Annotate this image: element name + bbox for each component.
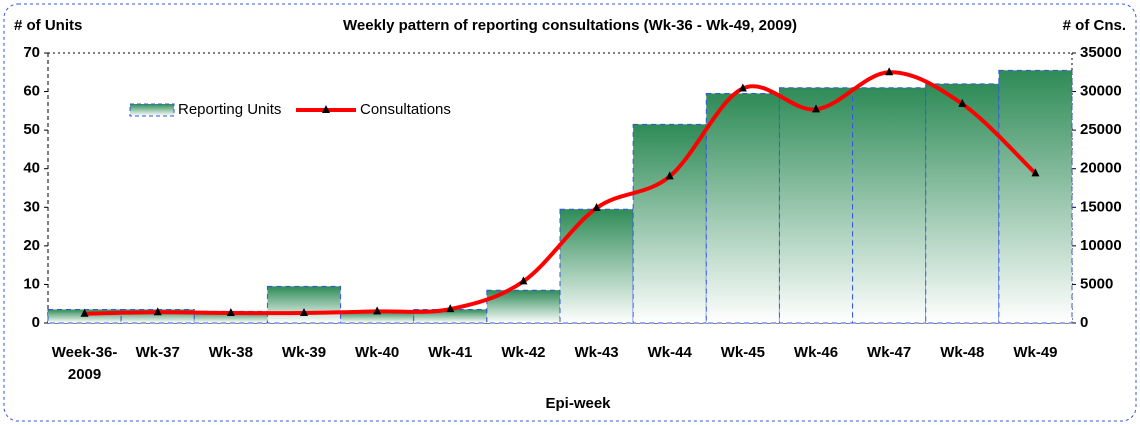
x-tick-label: Week-36-2009: [51, 344, 118, 383]
legend-swatch: [129, 103, 175, 117]
marker: [885, 67, 894, 76]
bar: [705, 93, 780, 324]
y-tick-label: 70: [23, 44, 40, 61]
x-tick-label: Wk-42: [501, 344, 546, 361]
y2-tick-label: 5000: [1080, 275, 1113, 292]
chart-title: Weekly pattern of reporting consultation…: [343, 17, 797, 34]
y2-tick-label: 0: [1080, 314, 1088, 331]
marker: [300, 307, 308, 316]
y2-axis-title: # of Cns.: [1063, 17, 1126, 34]
marker: [373, 306, 382, 315]
bar: [632, 123, 707, 324]
marker: [958, 98, 967, 107]
y2-tick-label: 15000: [1080, 198, 1122, 215]
marker: [153, 307, 162, 316]
y-tick-label: 30: [23, 198, 40, 215]
x-tick-label: Wk-37: [135, 344, 180, 361]
x-axis-title: Epi-week: [545, 395, 611, 412]
x-tick-label: Wk-46: [793, 344, 839, 361]
marker: [592, 203, 601, 212]
x-tick-label: Wk-38: [208, 344, 253, 361]
y2-tick-label: 20000: [1080, 160, 1122, 177]
marker: [519, 276, 528, 285]
bar: [778, 87, 854, 324]
bar: [925, 83, 1000, 324]
marker: [665, 171, 674, 180]
legend-marker: [322, 105, 330, 113]
bar: [266, 285, 342, 324]
y2-tick-label: 10000: [1080, 237, 1122, 254]
y-tick-label: 40: [23, 160, 40, 177]
y-tick-label: 50: [23, 121, 40, 138]
x-tick-label: Wk-49: [1013, 344, 1058, 361]
bar: [998, 69, 1073, 324]
x-tick-label: Wk-48: [940, 344, 985, 361]
bar: [852, 87, 927, 324]
y2-tick-label: 30000: [1080, 83, 1122, 100]
x-tick-label: Wk-47: [867, 344, 912, 361]
marker: [80, 308, 89, 317]
x-tick-label: Wk-40: [355, 344, 400, 361]
marker: [812, 104, 820, 113]
marker: [226, 307, 235, 316]
legend-label: Consultations: [360, 101, 451, 118]
y2-tick-label: 25000: [1080, 121, 1122, 138]
legend-label: Reporting Units: [178, 101, 281, 118]
y2-tick-label: 35000: [1080, 44, 1122, 61]
frame: [3, 3, 1137, 422]
x-tick-label: Wk-45: [720, 344, 765, 361]
x-tick-label: Wk-43: [574, 344, 619, 361]
y-tick-label: 10: [23, 275, 40, 292]
y-tick-label: 0: [32, 314, 40, 331]
bar: [559, 208, 634, 324]
y-axis-title: # of Units: [14, 17, 82, 34]
x-tick-label: Wk-41: [428, 344, 473, 361]
x-tick-label: Wk-39: [281, 344, 327, 361]
marker: [738, 83, 747, 92]
y-tick-label: 60: [23, 83, 40, 100]
marker: [1031, 168, 1040, 177]
y-tick-label: 20: [23, 237, 40, 254]
marker: [446, 304, 455, 313]
x-tick-label: Wk-44: [647, 344, 692, 361]
